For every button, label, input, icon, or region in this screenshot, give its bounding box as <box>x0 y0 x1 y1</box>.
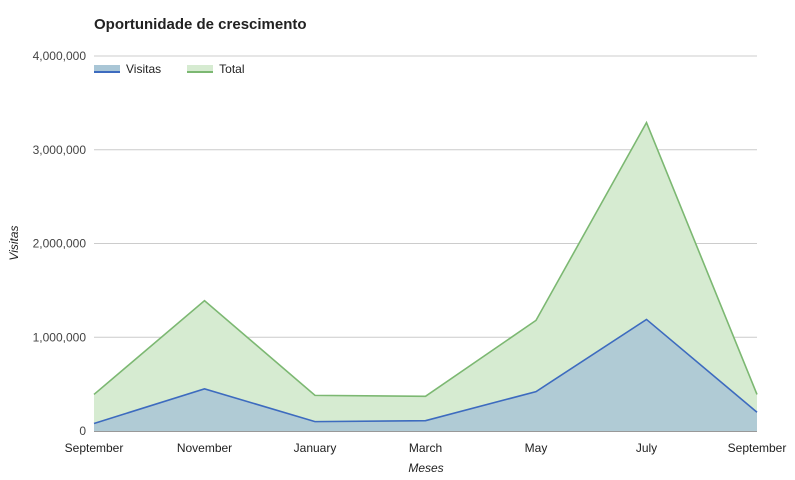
y-tick-label: 3,000,000 <box>33 143 87 157</box>
x-tick-label: November <box>177 441 232 455</box>
chart-title: Oportunidade de crescimento <box>94 16 307 33</box>
legend-swatch-total <box>187 65 214 73</box>
x-tick-label: January <box>294 441 337 455</box>
x-tick-label: September <box>728 441 787 455</box>
y-tick-label: 2,000,000 <box>33 237 87 251</box>
legend-label-visitas: Visitas <box>126 62 162 76</box>
x-axis-label: Meses <box>408 461 444 475</box>
x-tick-label: July <box>636 441 657 455</box>
y-tick-label: 0 <box>79 424 86 438</box>
x-tick-label: May <box>525 441 548 455</box>
x-tick-label: March <box>409 441 442 455</box>
legend-swatch-visitas <box>94 65 120 73</box>
line-total <box>93 120 758 398</box>
y-tick-label: 1,000,000 <box>33 330 87 344</box>
y-tick-label: 4,000,000 <box>33 49 87 63</box>
area-total <box>94 122 757 431</box>
legend-item-total: Total <box>187 62 245 76</box>
legend-label-total: Total <box>219 62 245 76</box>
x-tick-label: September <box>65 441 124 455</box>
legend-item-visitas: Visitas <box>94 62 161 76</box>
area-visitas <box>94 319 757 431</box>
line-visitas <box>93 318 758 425</box>
legend: Visitas Total <box>94 62 245 76</box>
